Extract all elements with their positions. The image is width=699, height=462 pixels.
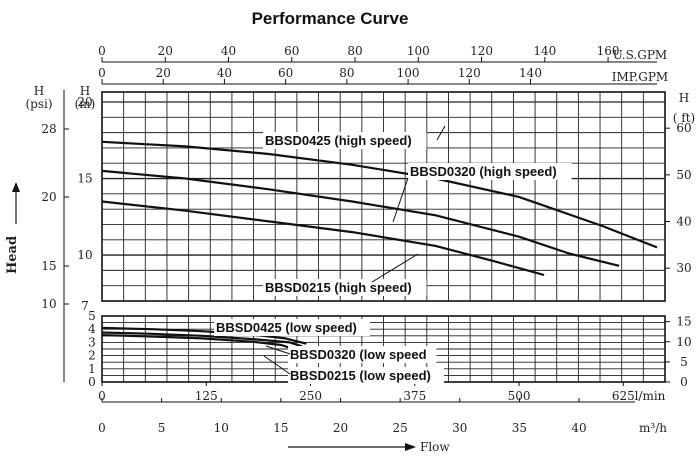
m-axis-unit: (m) [75, 97, 96, 111]
m-tick-label-upper: 7 [81, 299, 89, 313]
series-label-bg [263, 132, 427, 149]
lmin-tick-label: 0 [98, 389, 106, 403]
usgpm-unit-label: U.S.GPM [613, 48, 667, 62]
impgpm-tick-label: 40 [217, 66, 232, 80]
ft-tick-label-lower: 15 [676, 315, 691, 329]
impgpm-tick-label: 80 [339, 66, 354, 80]
lmin-tick-label: 500 [508, 389, 531, 403]
m-tick-label-lower: 0 [88, 375, 96, 389]
m3h-tick-label: 40 [571, 421, 586, 435]
series-line-3 [101, 200, 545, 277]
series-leader-line [436, 125, 446, 141]
series-label-bg [408, 163, 572, 180]
series-line-5 [101, 331, 303, 348]
series-leader-line [265, 345, 291, 355]
flow-arrow-head [405, 443, 416, 451]
m3h-tick-label: 15 [273, 421, 288, 435]
m3h-tick-label: 10 [214, 421, 229, 435]
m3h-unit-label: m³/h [639, 421, 667, 435]
psi-tick-label: 15 [41, 259, 56, 273]
m-tick-label-upper: 20 [77, 95, 92, 109]
ft-tick-label-upper: 60 [676, 121, 691, 135]
m-tick-label-lower: 2 [88, 349, 96, 363]
head-label: Head [5, 236, 20, 274]
ft-axis-h: H [679, 91, 689, 105]
ft-tick-label-upper: 30 [676, 261, 691, 275]
psi-axis-unit: (psi) [25, 97, 52, 111]
m-tick-label-lower: 1 [88, 362, 96, 376]
ft-tick-label-lower: 0 [680, 375, 688, 389]
usgpm-tick-label: 40 [221, 44, 236, 58]
impgpm-tick-label: 60 [278, 66, 293, 80]
series-label-1: BBSD0425 (high speed) [265, 133, 412, 148]
series-line-6 [101, 334, 295, 351]
series-label-bg [263, 279, 427, 296]
m3h-tick-label: 25 [393, 421, 408, 435]
ft-tick-label-upper: 40 [676, 215, 691, 229]
ft-tick-label-lower: 10 [676, 335, 691, 349]
series-leader-line [263, 355, 291, 375]
impgpm-unit-label: IMP.GPM [612, 70, 668, 84]
psi-tick-label: 10 [41, 297, 56, 311]
lmin-unit-label: l/min [635, 389, 666, 403]
usgpm-tick-label: 0 [98, 44, 106, 58]
series-label-bg [214, 319, 370, 336]
series-leader-line [392, 177, 409, 223]
usgpm-tick-label: 20 [158, 44, 173, 58]
m3h-tick-label: 20 [333, 421, 348, 435]
ft-tick-label-upper: 50 [676, 168, 691, 182]
m3h-tick-label: 30 [452, 421, 467, 435]
psi-axis-h: H [34, 84, 44, 98]
impgpm-tick-label: 120 [458, 66, 481, 80]
m-tick-label-upper: 15 [77, 172, 92, 186]
series-label-bg [288, 346, 437, 363]
series-label-4: BBSD0425 (low speed) [216, 320, 357, 335]
usgpm-tick-label: 80 [347, 44, 362, 58]
usgpm-tick-label: 140 [533, 44, 556, 58]
series-label-3: BBSD0215 (high speed) [265, 280, 412, 295]
series-leader-line [371, 253, 419, 283]
ft-axis-unit: ( ft) [673, 111, 695, 125]
lmin-tick-label: 625 [612, 389, 635, 403]
usgpm-tick-label: 160 [597, 44, 620, 58]
usgpm-tick-label: 120 [470, 44, 493, 58]
m-tick-label-lower: 3 [88, 335, 96, 349]
m-axis-h: H [80, 84, 90, 98]
psi-tick-label: 28 [41, 122, 56, 136]
series-label-5: BBSD0320 (low speed [290, 347, 427, 362]
chart-title: Performance Curve [252, 9, 409, 28]
flow-label: Flow [420, 440, 450, 454]
lmin-tick-label: 375 [403, 389, 426, 403]
m-tick-label-lower: 4 [88, 322, 96, 336]
series-label-bg [288, 367, 444, 384]
usgpm-tick-label: 60 [284, 44, 299, 58]
ft-tick-label-lower: 5 [680, 355, 688, 369]
series-line-2 [101, 169, 620, 267]
usgpm-tick-label: 100 [407, 44, 430, 58]
series-line-1 [101, 140, 658, 249]
impgpm-tick-label: 100 [397, 66, 420, 80]
series-label-6: BBSD0215 (low speed) [290, 368, 431, 383]
psi-tick-label: 20 [41, 190, 56, 204]
lmin-tick-label: 125 [195, 389, 218, 403]
impgpm-tick-label: 20 [156, 66, 171, 80]
m3h-tick-label: 35 [512, 421, 527, 435]
head-arrow-head [12, 182, 20, 192]
m3h-tick-label: 0 [98, 421, 106, 435]
impgpm-tick-label: 0 [98, 66, 106, 80]
impgpm-tick-label: 140 [519, 66, 542, 80]
m-tick-label-lower: 5 [88, 309, 96, 323]
m3h-tick-label: 5 [158, 421, 166, 435]
series-label-2: BBSD0320 (high speed) [410, 164, 557, 179]
m-tick-label-upper: 10 [77, 248, 92, 262]
lmin-tick-label: 250 [299, 389, 322, 403]
